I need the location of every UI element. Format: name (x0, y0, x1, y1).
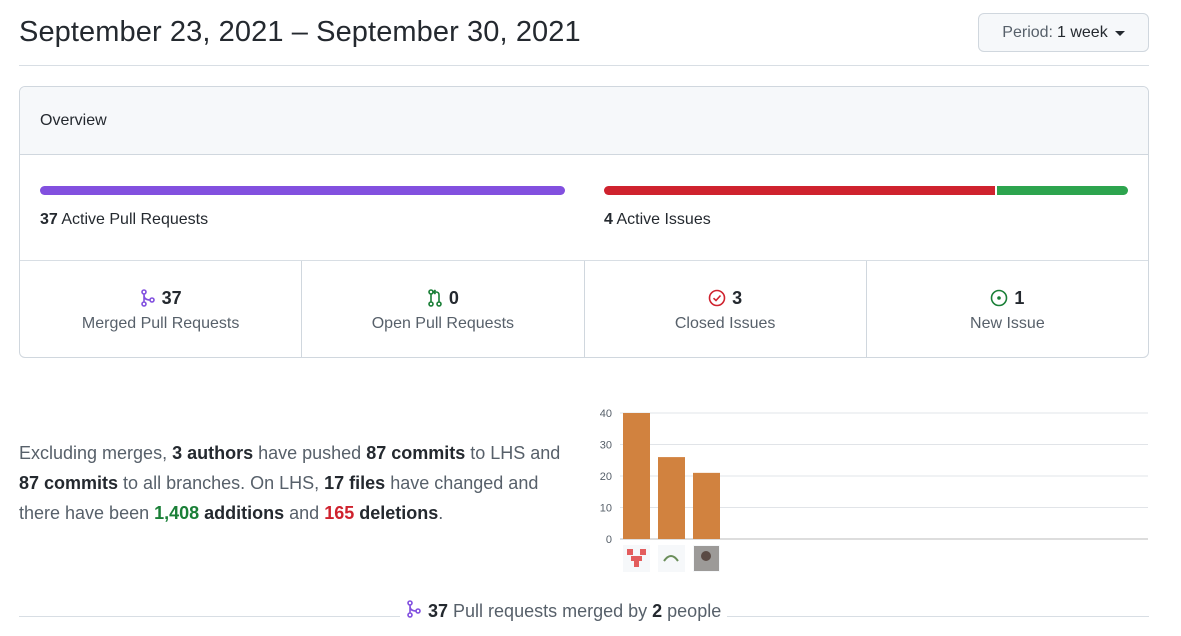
issue-opened-icon (990, 289, 1008, 307)
summary-text: . (438, 503, 444, 523)
commit-summary: Excluding merges, 3 authors have pushed … (19, 438, 579, 528)
y-tick-label: 20 (600, 471, 612, 483)
summary-text: Excluding merges, (19, 443, 173, 463)
active-issues-count: 4 (604, 211, 613, 228)
summary-additions-count: 1,408 (154, 503, 200, 523)
new-issue-count: 1 (1014, 287, 1025, 308)
closed-issues-label: Closed Issues (674, 315, 776, 332)
summary-authors: 3 authors (172, 443, 254, 463)
caret-down-icon (1114, 31, 1125, 36)
stat-closed-issues[interactable]: 3 Closed Issues (585, 261, 867, 357)
avatar-pixel (634, 561, 639, 567)
overview-title: Overview (20, 87, 1148, 155)
summary-deletions-count: 165 (324, 503, 355, 523)
pulse-header: September 23, 2021 – September 30, 2021 … (19, 0, 1149, 66)
y-tick-label: 10 (600, 503, 612, 515)
git-merge-icon (406, 600, 422, 623)
summary-text: have pushed (253, 443, 367, 463)
summary-text: and (284, 503, 325, 523)
open-pr-label: Open Pull Requests (371, 315, 515, 332)
active-issues-label: Active Issues (616, 211, 711, 228)
closed-issues-count: 3 (732, 287, 743, 308)
author-avatar[interactable] (658, 545, 685, 572)
stat-open-pull-requests[interactable]: 0 Open Pull Requests (302, 261, 585, 357)
period-value: 1 week (1057, 23, 1108, 41)
summary-text: have changed and there have been (19, 473, 539, 523)
summary-text: to all branches. On LHS, (118, 473, 325, 493)
merged-by-summary: 37 Pull requests merged by 2 people (400, 600, 728, 623)
y-tick-label: 30 (600, 440, 612, 452)
summary-commits-branch: 87 commits (366, 443, 466, 463)
issue-closed-icon (708, 289, 726, 307)
summary-commits-all: 87 commits (19, 473, 119, 493)
merged-by-text-end: people (662, 601, 722, 621)
active-issues-caption[interactable]: 4 Active Issues (604, 211, 711, 229)
avatar-pixel (631, 556, 642, 561)
merged-pr-count: 37 (161, 287, 182, 308)
closed-issues-progress-bar[interactable] (604, 186, 995, 195)
merged-pr-label: Merged Pull Requests (81, 315, 240, 332)
stat-new-issue[interactable]: 1 New Issue (867, 261, 1148, 357)
y-tick-label: 40 (600, 408, 612, 420)
overview-stats-row: 37 Merged Pull Requests 0 Open Pull Requ… (20, 261, 1148, 357)
pull-requests-progress-bar[interactable] (40, 186, 565, 195)
overview-box: Overview 37 Active Pull Requests 4 Activ… (19, 86, 1149, 358)
active-pull-requests-label: Active Pull Requests (61, 211, 209, 228)
open-issues-progress-bar[interactable] (997, 186, 1128, 195)
summary-deletions-word: deletions (354, 503, 439, 523)
avatar-pixel (627, 549, 633, 555)
stat-merged-pull-requests[interactable]: 37 Merged Pull Requests (20, 261, 303, 357)
merged-by-people-count: 2 (652, 601, 663, 621)
new-issue-label: New Issue (970, 315, 1045, 332)
commits-by-author-chart: 0 10 20 30 40 (590, 400, 1150, 576)
summary-files: 17 files (324, 473, 386, 493)
active-pull-requests-count: 37 (40, 211, 58, 228)
summary-text: to LHS and (465, 443, 561, 463)
open-pr-count: 0 (448, 287, 459, 308)
overview-progress-section: 37 Active Pull Requests 4 Active Issues (20, 155, 1148, 261)
merged-by-count: 37 (428, 601, 449, 621)
bar[interactable] (623, 413, 650, 539)
avatar-photo-head (701, 551, 711, 561)
bar[interactable] (658, 457, 685, 539)
git-pull-request-icon (427, 289, 443, 307)
avatar-mark (663, 555, 679, 562)
bar[interactable] (693, 472, 720, 539)
merged-by-text: Pull requests merged by (448, 601, 653, 621)
summary-additions-word: additions (199, 503, 285, 523)
git-merge-icon (140, 289, 156, 307)
commits-chart-svg: 0 10 20 30 40 (600, 408, 1148, 572)
active-pull-requests-caption[interactable]: 37 Active Pull Requests (40, 211, 208, 229)
y-tick-label: 0 (606, 534, 612, 546)
period-label: Period: (1002, 23, 1053, 41)
period-dropdown-button[interactable]: Period: 1 week (978, 13, 1149, 52)
date-range-title: September 23, 2021 – September 30, 2021 (19, 16, 581, 48)
avatar-pixel (640, 549, 646, 555)
